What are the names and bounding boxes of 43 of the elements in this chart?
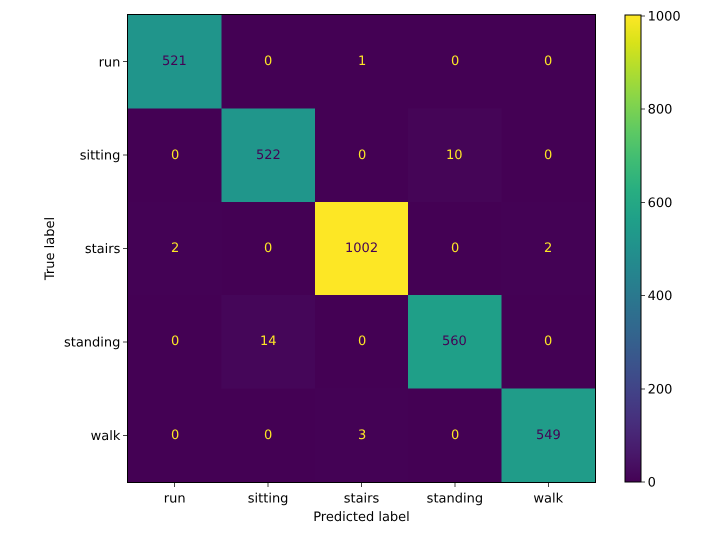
x-axis-title: Predicted label <box>313 510 410 526</box>
color-bar-label: 800 <box>648 102 672 118</box>
data-label: 0 <box>264 54 272 69</box>
color-bar-label: 400 <box>648 289 672 304</box>
color-bar-label: 200 <box>648 382 672 398</box>
data-label: 0 <box>264 428 272 443</box>
data-label: 0 <box>544 148 552 163</box>
data-label: 0 <box>451 428 460 443</box>
y-axis-title: True label <box>42 216 58 282</box>
y-tick-label: walk <box>90 428 121 444</box>
data-label: 522 <box>256 148 281 163</box>
data-label: 521 <box>162 54 187 69</box>
x-tick-label: standing <box>426 492 484 507</box>
data-label: 0 <box>171 148 180 163</box>
data-label: 0 <box>544 54 552 69</box>
color-bar-label: 1000 <box>648 9 681 24</box>
data-label: 1 <box>358 54 366 69</box>
data-label: 14 <box>260 334 277 349</box>
data-label: 0 <box>171 334 180 349</box>
data-label: 0 <box>358 148 366 163</box>
data-label: 0 <box>451 241 460 256</box>
x-tick-label: walk <box>533 492 564 507</box>
data-label: 0 <box>171 428 180 443</box>
x-tick-label: stairs <box>344 492 380 507</box>
y-tick-label: run <box>98 55 120 70</box>
y-tick-label: sitting <box>80 148 120 164</box>
data-label: 10 <box>446 148 463 163</box>
data-label: 3 <box>358 428 366 443</box>
data-label: 2 <box>171 241 180 256</box>
y-tick-label: stairs <box>84 242 121 258</box>
data-label: 0 <box>451 54 460 69</box>
data-label: 560 <box>442 334 467 349</box>
data-label: 0 <box>544 334 552 349</box>
x-tick-label: run <box>164 492 186 507</box>
data-label: 549 <box>536 428 561 443</box>
x-tick-label: sitting <box>248 492 288 507</box>
color-bar-label: 0 <box>648 476 656 491</box>
y-tick-label: standing <box>64 335 120 350</box>
color-bar-label: 600 <box>648 196 672 211</box>
data-label: 1002 <box>345 241 378 256</box>
data-label: 0 <box>358 334 366 349</box>
data-label: 2 <box>544 241 552 256</box>
data-label: 0 <box>264 241 272 256</box>
